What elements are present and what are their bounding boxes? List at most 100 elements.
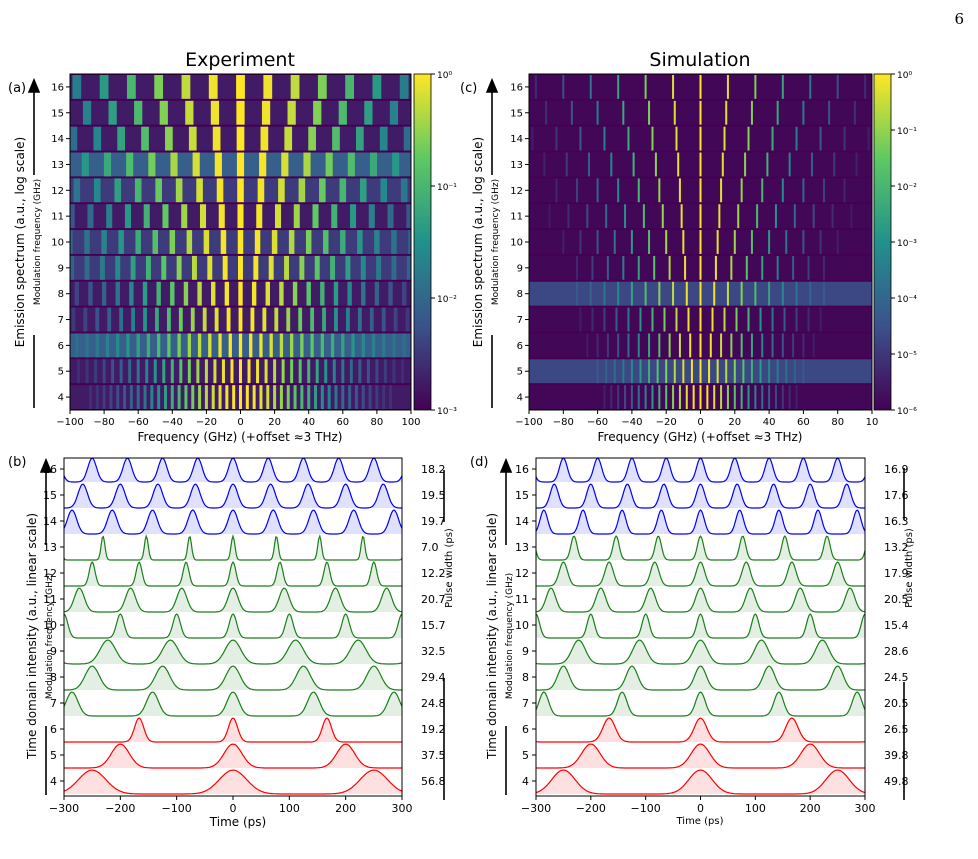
spectral-line	[222, 255, 228, 280]
spectral-line	[836, 75, 839, 99]
spectral-line	[211, 281, 216, 306]
spectral-line	[637, 178, 640, 203]
x-tick-label: 100	[745, 802, 766, 815]
spectral-line	[642, 204, 645, 229]
spectral-line	[795, 281, 798, 306]
spectral-line	[129, 281, 134, 306]
spectral-line	[299, 255, 305, 280]
spectral-line	[392, 359, 396, 384]
spectral-line	[124, 204, 131, 229]
spectral-line	[359, 178, 367, 203]
spectral-line	[637, 255, 640, 280]
spectral-line	[596, 178, 599, 203]
spectral-line	[260, 126, 269, 151]
spectral-line	[191, 255, 197, 280]
spectral-line	[718, 204, 721, 229]
spectral-line	[268, 255, 274, 280]
spectral-line	[711, 307, 714, 332]
spectral-line	[101, 281, 107, 306]
spectral-line	[819, 126, 822, 151]
spectral-line	[187, 333, 191, 358]
spectral-line	[807, 307, 810, 332]
spectral-line	[867, 126, 870, 151]
spectral-line	[162, 204, 169, 229]
spectral-line	[648, 359, 651, 384]
spectral-line	[126, 152, 134, 177]
spectral-line	[534, 75, 537, 99]
spectral-line	[356, 126, 364, 151]
spectral-line	[622, 255, 625, 280]
y-tick-label: 9	[58, 263, 64, 274]
spectral-line	[699, 152, 702, 177]
spectral-line	[699, 359, 702, 384]
pulse-width-value: 28.6	[884, 645, 909, 658]
trace-fill	[64, 614, 402, 638]
spectral-line	[822, 178, 825, 203]
spectral-line	[152, 230, 158, 254]
spectral-line	[788, 152, 791, 177]
spectral-line	[218, 204, 225, 229]
x-tick-label: 80	[831, 417, 844, 428]
spectral-line	[313, 100, 322, 125]
trace-line	[535, 769, 866, 795]
spectral-line	[591, 255, 594, 280]
spectral-line	[252, 385, 256, 409]
y-tick-label: 11	[43, 593, 57, 606]
x-tick-label: −200	[105, 802, 135, 815]
spectral-line	[788, 385, 791, 409]
spectral-line	[73, 178, 81, 203]
simulation-time-traces	[535, 457, 866, 795]
y-tick-label: 13	[515, 541, 529, 554]
spectral-line	[192, 152, 200, 177]
spectral-line	[290, 75, 300, 99]
x-tick-label: 0	[697, 802, 704, 815]
spectral-line	[665, 359, 668, 384]
spectral-line	[238, 255, 243, 280]
x-tick-label: −100	[515, 417, 542, 428]
spectral-line	[290, 333, 294, 358]
spectral-line	[108, 100, 117, 125]
spectral-line	[338, 100, 347, 125]
spectral-line	[374, 230, 380, 254]
spectral-line	[793, 204, 796, 229]
trace-line	[535, 509, 866, 535]
spectral-line	[247, 359, 251, 384]
spectral-line	[745, 255, 748, 280]
spectral-line	[371, 333, 376, 358]
panel-label-d: (d)	[470, 455, 488, 470]
spectral-line	[146, 333, 151, 358]
spectral-line	[379, 126, 388, 151]
spectral-line	[117, 126, 125, 151]
y-tick-label: 10	[515, 619, 529, 632]
spectral-line	[196, 178, 203, 203]
spectral-line	[812, 204, 815, 229]
spectral-line	[199, 204, 207, 229]
spectral-line	[610, 152, 613, 177]
y-tick-label: 5	[522, 749, 529, 762]
trace-fill	[64, 510, 402, 534]
spectral-line	[254, 230, 261, 254]
trace-line	[63, 639, 403, 665]
spectral-line	[216, 178, 224, 203]
spectral-line	[401, 281, 407, 306]
spectral-line	[548, 204, 551, 229]
spectral-line	[733, 359, 736, 384]
spectral-line	[761, 385, 764, 409]
experiment-time-traces	[63, 457, 403, 795]
spectral-line	[699, 255, 702, 280]
y-tick-label: 12	[43, 567, 57, 580]
spectral-line	[651, 385, 654, 409]
spectral-line	[750, 333, 753, 358]
spectral-line	[70, 230, 73, 254]
spectral-line	[333, 281, 339, 306]
spectral-line	[759, 307, 762, 332]
spectral-line	[639, 307, 642, 332]
y-tick-label: 15	[43, 489, 57, 502]
spectral-line	[238, 333, 243, 358]
spectral-line	[262, 307, 267, 332]
spectral-line	[699, 126, 702, 151]
spectral-line	[725, 359, 728, 384]
spectral-line	[665, 385, 668, 409]
trace-line	[64, 483, 402, 509]
